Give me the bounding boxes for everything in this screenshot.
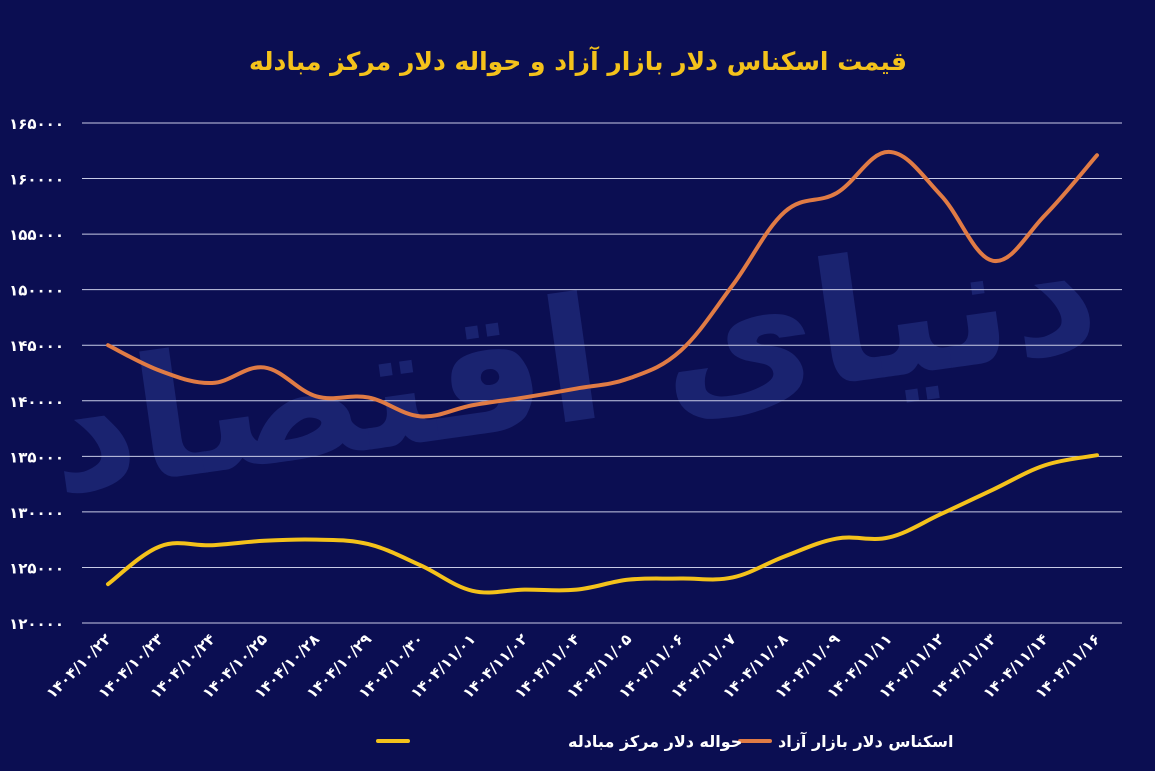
data-point bbox=[210, 543, 214, 547]
y-tick-label: ۱۳۰۰۰۰ bbox=[9, 504, 64, 522]
data-point bbox=[106, 582, 110, 586]
legend: اسکناس دلار بازار آزاد حواله دلار مرکز مب… bbox=[376, 731, 954, 751]
data-point bbox=[835, 537, 839, 541]
data-point bbox=[418, 414, 422, 418]
legend-label: حواله دلار مرکز مبادله bbox=[568, 732, 742, 751]
chart-title: قیمت اسکناس دلار بازار آزاد و حواله دلار… bbox=[249, 46, 907, 77]
data-point bbox=[731, 575, 735, 579]
y-axis-ticks: ۱۲۰۰۰۰ ۱۲۵۰۰۰ ۱۳۰۰۰۰ ۱۳۵۰۰۰ ۱۴۰۰۰۰ ۱۴۵۰۰۰ ۱۵۰۰… bbox=[9, 115, 64, 633]
y-tick-label: ۱۲۰۰۰۰ bbox=[9, 615, 64, 633]
legend-label: اسکناس دلار بازار آزاد bbox=[778, 731, 954, 751]
data-point bbox=[522, 395, 526, 399]
data-point bbox=[835, 191, 839, 195]
data-point bbox=[366, 395, 370, 399]
data-point bbox=[314, 394, 318, 398]
data-point bbox=[574, 588, 578, 592]
data-point bbox=[991, 259, 995, 263]
y-tick-label: ۱۴۰۰۰۰ bbox=[9, 393, 64, 411]
data-point bbox=[731, 283, 735, 287]
data-point bbox=[1095, 153, 1099, 157]
data-point bbox=[574, 387, 578, 391]
data-point bbox=[887, 150, 891, 154]
data-point bbox=[314, 538, 318, 542]
series-layer bbox=[106, 149, 1099, 595]
data-point bbox=[887, 535, 891, 539]
data-point bbox=[106, 343, 110, 347]
watermark-logo: دنیای اقتصاد bbox=[35, 191, 1109, 534]
y-tick-label: ۱۴۵۰۰۰ bbox=[9, 337, 64, 355]
y-tick-label: ۱۵۰۰۰۰ bbox=[9, 282, 64, 300]
y-tick-label: ۱۵۵۰۰۰ bbox=[9, 226, 64, 244]
y-tick-label: ۱۶۰۰۰۰ bbox=[9, 171, 64, 189]
data-point bbox=[418, 563, 422, 567]
data-point bbox=[262, 539, 266, 543]
data-point bbox=[627, 578, 631, 582]
data-point bbox=[1043, 463, 1047, 467]
data-point bbox=[522, 588, 526, 592]
data-point bbox=[470, 589, 474, 593]
y-tick-label: ۱۲۵۰۰۰ bbox=[9, 559, 64, 577]
data-point bbox=[210, 381, 214, 385]
data-point bbox=[158, 369, 162, 373]
data-point bbox=[1043, 213, 1047, 217]
y-tick-label: ۱۳۵۰۰۰ bbox=[9, 448, 64, 466]
data-point bbox=[939, 512, 943, 516]
data-point bbox=[679, 577, 683, 581]
x-axis-ticks: ۱۴۰۴/۱۰/۲۲۱۴۰۴/۱۰/۲۳۱۴۰۴/۱۰/۲۴۱۴۰۴/۱۰/۲۵… bbox=[43, 630, 1104, 702]
data-point bbox=[366, 542, 370, 546]
grid-layer bbox=[82, 122, 1122, 624]
data-point bbox=[991, 488, 995, 492]
data-point bbox=[783, 554, 787, 558]
data-point bbox=[783, 210, 787, 214]
data-point bbox=[262, 365, 266, 369]
data-point bbox=[1095, 453, 1099, 457]
y-tick-label: ۱۶۵۰۰۰ bbox=[9, 115, 64, 133]
data-point bbox=[679, 349, 683, 353]
data-point bbox=[939, 193, 943, 197]
data-point bbox=[627, 377, 631, 381]
data-point bbox=[158, 544, 162, 548]
data-point bbox=[470, 403, 474, 407]
